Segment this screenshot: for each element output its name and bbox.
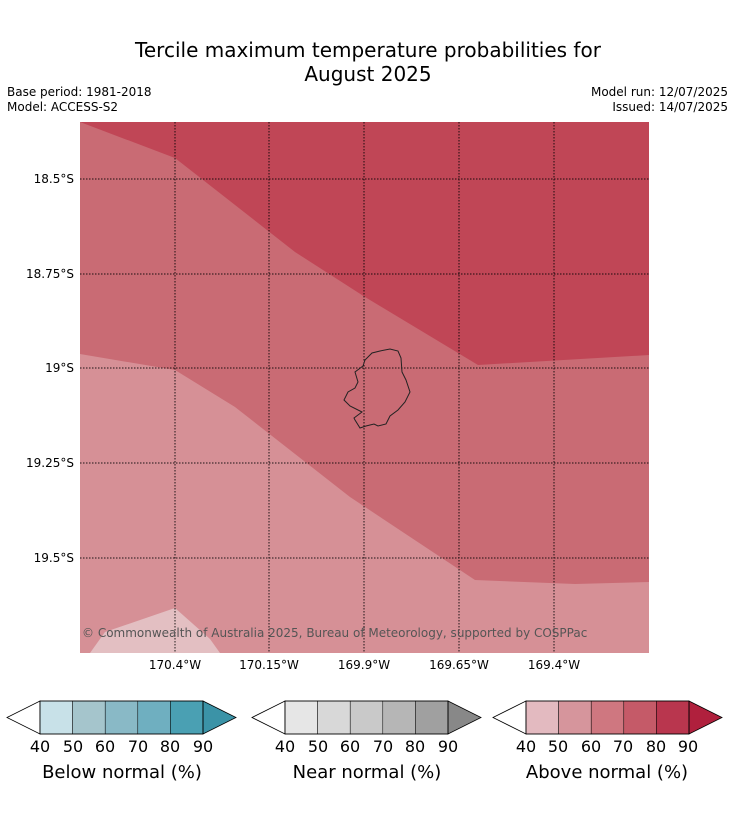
lat-label-19-5: 19.5°S [33,551,74,565]
colorbar-segment [317,700,351,735]
legend-tick: 70 [612,737,634,756]
legend-tick: 90 [192,737,214,756]
legend-tick: 50 [62,737,84,756]
colorbar-segment [382,700,416,735]
legend-tick: 40 [274,737,296,756]
colorbar-segment [525,700,559,735]
colorbar-segment [415,700,449,735]
lon-label-169-4: 169.4°W [527,658,581,672]
region-60-70-percent [80,354,649,653]
colorbar-low-extension [6,700,41,735]
colorbar-segment [558,700,592,735]
colorbar-segment [656,700,690,735]
legend-title-near-normal: Near normal (%) [292,762,442,783]
lat-label-18-75: 18.75°S [26,267,74,281]
niue-coastline [343,348,411,429]
colorbar-segment [137,700,171,735]
legend-tick: 60 [580,737,602,756]
model-run-date: Model run: 12/07/2025 [590,85,728,99]
legend-below-normal [6,700,237,735]
legend-tick: 80 [645,737,667,756]
lat-label-19-25: 19.25°S [26,456,74,470]
map-canvas [80,122,649,653]
lon-label-169-9: 169.9°W [337,658,391,672]
colorbar-segment [72,700,106,735]
legend-tick: 50 [547,737,569,756]
colorbar-high-extension [447,700,482,735]
legend-tick: 70 [372,737,394,756]
chart-title: Tercile maximum temperature probabilitie… [0,38,736,86]
colorbar-outline [39,700,204,735]
lon-label-170-4: 170.4°W [148,658,202,672]
legend-tick: 40 [515,737,537,756]
legend-tick: 50 [307,737,329,756]
legend-title-above-normal: Above normal (%) [525,762,689,783]
colorbar-below-normal [6,700,237,735]
lon-label-169-65: 169.65°W [429,658,489,672]
colorbar-low-extension [492,700,527,735]
colorbar-segment [284,700,318,735]
lon-label-170-15: 170.15°W [239,658,299,672]
run-info: Model run: 12/07/2025 Issued: 14/07/2025 [591,85,728,115]
legend-above-normal [492,700,723,735]
legend-tick: 90 [677,737,699,756]
copyright-notice: © Commonwealth of Australia 2025, Bureau… [82,626,588,640]
legend-near-normal [251,700,482,735]
colorbar-segment [39,700,73,735]
region-50-60-percent [90,608,220,653]
colorbar-segment [170,700,204,735]
base-period: Base period: 1981-2018 [7,85,152,99]
legend-tick: 40 [29,737,51,756]
colorbar-segment [349,700,384,735]
model-name: Model: ACCESS-S2 [7,100,119,114]
title-line-1: Tercile maximum temperature probabilitie… [135,38,601,62]
title-line-2: August 2025 [304,62,432,86]
colorbar-high-extension [202,700,237,735]
colorbar-segment [590,700,625,735]
lat-label-19: 19°S [45,361,74,375]
legend-tick: 60 [94,737,116,756]
colorbar-above-normal [492,700,723,735]
legend-tick: 90 [437,737,459,756]
lat-label-18-5: 18.5°S [33,172,74,186]
colorbar-near-normal [251,700,482,735]
colorbar-low-extension [251,700,286,735]
legend-tick: 60 [339,737,361,756]
legend-tick: 80 [159,737,181,756]
model-info: Base period: 1981-2018 Model: ACCESS-S2 [7,85,152,115]
colorbar-outline [284,700,449,735]
colorbar-segment [623,700,657,735]
legend-tick: 80 [404,737,426,756]
probability-map[interactable] [80,122,649,653]
legend-title-below-normal: Below normal (%) [42,762,202,783]
issued-date: Issued: 14/07/2025 [612,100,728,114]
colorbar-segment [104,700,139,735]
colorbar-high-extension [688,700,723,735]
map-gridlines [80,122,649,653]
colorbar-outline [525,700,690,735]
legend-tick: 70 [127,737,149,756]
